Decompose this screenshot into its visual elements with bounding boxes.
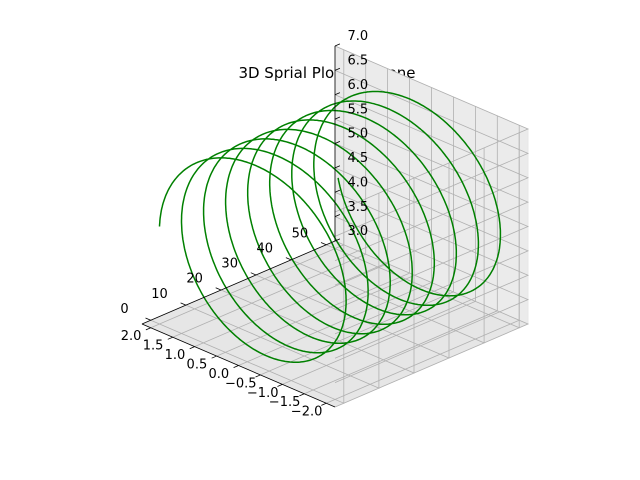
gridline-z (334, 167, 530, 335)
x-tick-mark (277, 383, 283, 387)
gridline-z (334, 216, 530, 383)
gridline-z (334, 240, 530, 408)
y-tick-label: 30 (221, 257, 238, 272)
z-tick-label: 6.5 (347, 54, 368, 69)
z-tick-label: 3.5 (347, 200, 368, 215)
y-tick-mark (180, 302, 187, 306)
x-tick-label: 2.0 (121, 329, 142, 344)
z-tick-label: 5.0 (347, 127, 368, 142)
x-tick-mark (167, 336, 173, 340)
gridline-z (334, 191, 530, 359)
x-tick-label: −0.5 (225, 376, 257, 391)
z-tick-mark (334, 67, 341, 71)
z-tick-mark (334, 116, 341, 120)
z-tick-mark (334, 43, 341, 47)
x-tick-mark (145, 327, 151, 331)
y-tick-label: 20 (186, 272, 203, 287)
gridline-z (334, 118, 530, 286)
x-tick-label: −1.0 (247, 386, 279, 401)
x-tick-label: −2.0 (291, 405, 323, 420)
z-tick-label: 7.0 (347, 29, 368, 44)
z-tick-label: 3.0 (347, 224, 368, 239)
x-tick-mark (211, 355, 217, 359)
y-axis-line (141, 240, 336, 325)
y-tick-label: 0 (120, 302, 128, 317)
z-tick-mark (334, 214, 341, 217)
y-tick-label: 10 (151, 287, 168, 302)
spiral-series (158, 90, 502, 363)
z-tick-label: 5.5 (347, 102, 368, 117)
z-tick-mark (334, 238, 341, 242)
y-tick-label: 50 (292, 227, 309, 242)
y-tick-mark (145, 317, 151, 321)
x-tick-mark (321, 402, 327, 406)
y-tick-mark (215, 287, 222, 291)
y-tick-mark (250, 272, 257, 276)
y-tick-mark (285, 257, 292, 261)
x-tick-mark (299, 393, 305, 397)
z-tick-mark (334, 189, 341, 193)
y-tick-label: 40 (257, 242, 274, 257)
z-tick-mark (334, 141, 341, 144)
x-tick-mark (189, 346, 195, 350)
x-tick-mark (255, 374, 261, 378)
gridline-z (334, 94, 530, 262)
z-tick-label: 4.5 (347, 151, 368, 166)
x-tick-label: −1.5 (269, 395, 301, 410)
axis-ticks: −2.0−1.5−1.0−0.50.00.51.01.52.0 0 10 20 30 40… (120, 29, 368, 420)
x-tick-label: 0.0 (208, 367, 229, 382)
spiral-line (158, 90, 502, 363)
gridline-z (334, 70, 530, 237)
z-tick-label: 6.0 (347, 78, 368, 93)
z-tick-label: 4.0 (347, 175, 368, 190)
x-tick-label: 0.5 (187, 358, 208, 373)
y-tick-mark (320, 242, 327, 246)
z-tick-mark (334, 92, 341, 96)
gridline-z (334, 45, 530, 213)
z-tick-mark (334, 165, 341, 169)
grid-lines (150, 45, 530, 408)
x-tick-label: 1.5 (143, 339, 164, 354)
x-tick-mark (233, 365, 239, 368)
x-tick-label: 1.0 (165, 348, 186, 363)
